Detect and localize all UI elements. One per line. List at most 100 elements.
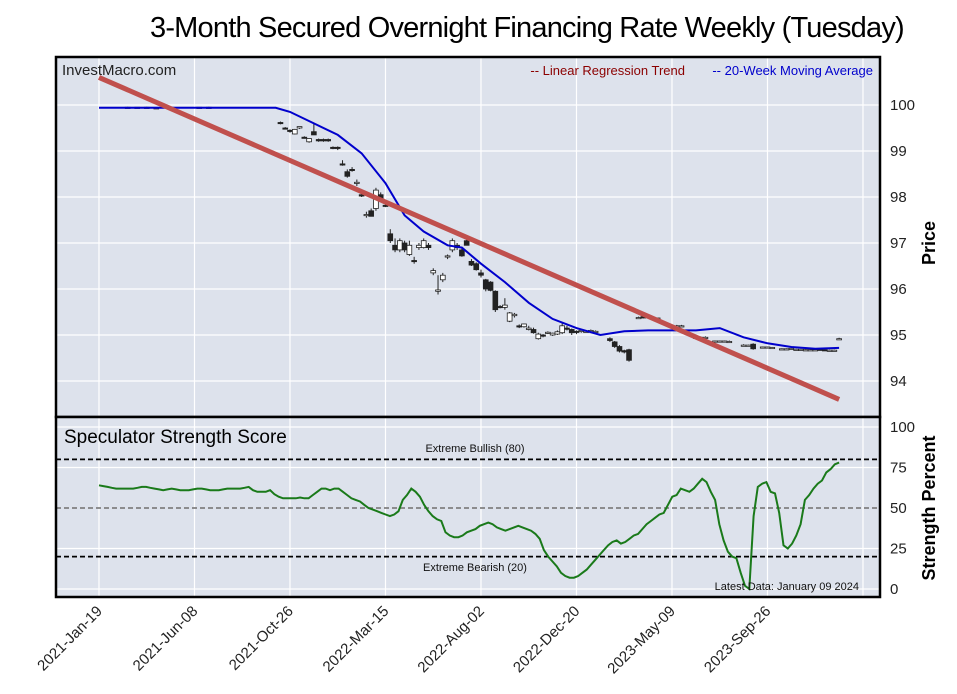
price-y-tick-label: 99 — [890, 143, 907, 160]
candle-body — [759, 346, 766, 349]
candle — [530, 327, 537, 334]
price-y-tick-label: 97 — [890, 235, 907, 252]
candle-body — [545, 331, 551, 334]
candle — [334, 146, 341, 151]
candle-body — [740, 344, 747, 347]
candle-body — [511, 313, 518, 317]
candle — [521, 323, 527, 328]
candle-body — [502, 304, 508, 308]
candle-body — [573, 330, 580, 333]
candle-body — [339, 163, 346, 166]
candle-body — [473, 263, 480, 271]
candle — [311, 123, 317, 136]
price-y-tick-label: 94 — [890, 373, 907, 390]
price-y-tick-label: 95 — [890, 327, 907, 344]
latest-data-annotation: Latest Data: January 09 2024 — [715, 581, 859, 593]
strength-y-tick-label: 25 — [890, 541, 907, 558]
strength-y-ticks: 0 25 50 75 100 — [890, 419, 915, 598]
candle-body — [468, 260, 475, 266]
candle-body — [750, 343, 756, 350]
strength-y-tick-label: 100 — [890, 419, 915, 436]
x-tick-label: 2022-Mar-15 — [320, 603, 393, 676]
candle — [411, 256, 417, 264]
candle — [430, 268, 437, 276]
candle-body — [430, 270, 437, 274]
candle — [831, 349, 838, 352]
candle-body — [487, 281, 494, 291]
candle-body — [521, 323, 527, 328]
strength-panel-background — [56, 417, 880, 597]
candle-body — [497, 306, 503, 309]
candle — [420, 238, 427, 249]
candle-body — [721, 340, 728, 343]
price-axis-title: Price — [919, 221, 939, 265]
candle-body — [287, 129, 293, 132]
candle — [525, 325, 532, 331]
candle — [435, 275, 441, 295]
candle — [354, 179, 360, 186]
candle-body — [635, 317, 642, 320]
x-tick-label: 2021-Jun-08 — [130, 603, 202, 675]
candle-body — [540, 334, 546, 337]
candle-body — [344, 171, 351, 177]
strength-y-tick-label: 50 — [890, 500, 907, 517]
candle-body — [387, 233, 394, 242]
x-tick-label: 2021-Jan-19 — [34, 603, 106, 675]
candle-body — [478, 272, 484, 276]
candle-body — [277, 122, 284, 125]
candle-body — [678, 325, 685, 328]
candle — [487, 281, 494, 292]
candle-body — [368, 210, 374, 217]
candle — [511, 312, 518, 318]
candle-body — [783, 348, 790, 351]
candle — [759, 346, 766, 349]
chart-title: 3-Month Secured Overnight Financing Rate… — [150, 12, 905, 44]
candle-body — [325, 139, 331, 142]
candle — [439, 272, 446, 283]
candle-body — [836, 338, 842, 341]
candle — [368, 208, 374, 217]
candle-body — [621, 350, 628, 353]
candle-body — [459, 249, 465, 257]
candle — [611, 340, 618, 348]
strength-y-tick-label: 0 — [890, 581, 898, 598]
candle — [425, 243, 432, 250]
x-tick-label: 2021-Oct-26 — [226, 603, 297, 674]
candle-body — [611, 341, 618, 347]
candle-body — [831, 349, 838, 352]
price-grid — [56, 57, 880, 417]
candle — [282, 127, 289, 130]
candle-body — [726, 341, 733, 344]
candle — [397, 238, 403, 253]
extreme-bullish-label: Extreme Bullish (80) — [425, 443, 524, 455]
candle-body — [492, 290, 499, 311]
legend-trend: -- Linear Regression Trend — [530, 63, 685, 78]
candle — [296, 126, 303, 129]
candle — [726, 340, 733, 344]
candle-body — [716, 340, 723, 343]
candle — [473, 262, 480, 271]
candle — [506, 312, 513, 323]
candle-body — [330, 146, 336, 149]
x-tick-label: 2023-May-09 — [604, 603, 679, 678]
candle — [822, 349, 828, 352]
candle — [750, 343, 756, 350]
candle-body — [354, 181, 360, 184]
extreme-bearish-label: Extreme Bearish (20) — [423, 562, 527, 574]
candle — [349, 167, 355, 172]
candle — [607, 337, 613, 342]
candle-body — [525, 327, 532, 330]
candle-body — [559, 325, 565, 334]
x-axis-ticks: 2021-Jan-19 2021-Jun-08 2021-Oct-26 2022-Ma… — [34, 603, 774, 678]
candle — [616, 345, 623, 353]
candle-body — [793, 348, 799, 351]
candle — [788, 347, 795, 350]
candle — [387, 229, 394, 243]
candle-body — [320, 139, 327, 142]
candle-body — [506, 312, 513, 322]
candle-body — [439, 274, 446, 281]
price-y-tick-label: 98 — [890, 189, 907, 206]
candle — [535, 332, 542, 340]
strength-line — [98, 461, 840, 591]
